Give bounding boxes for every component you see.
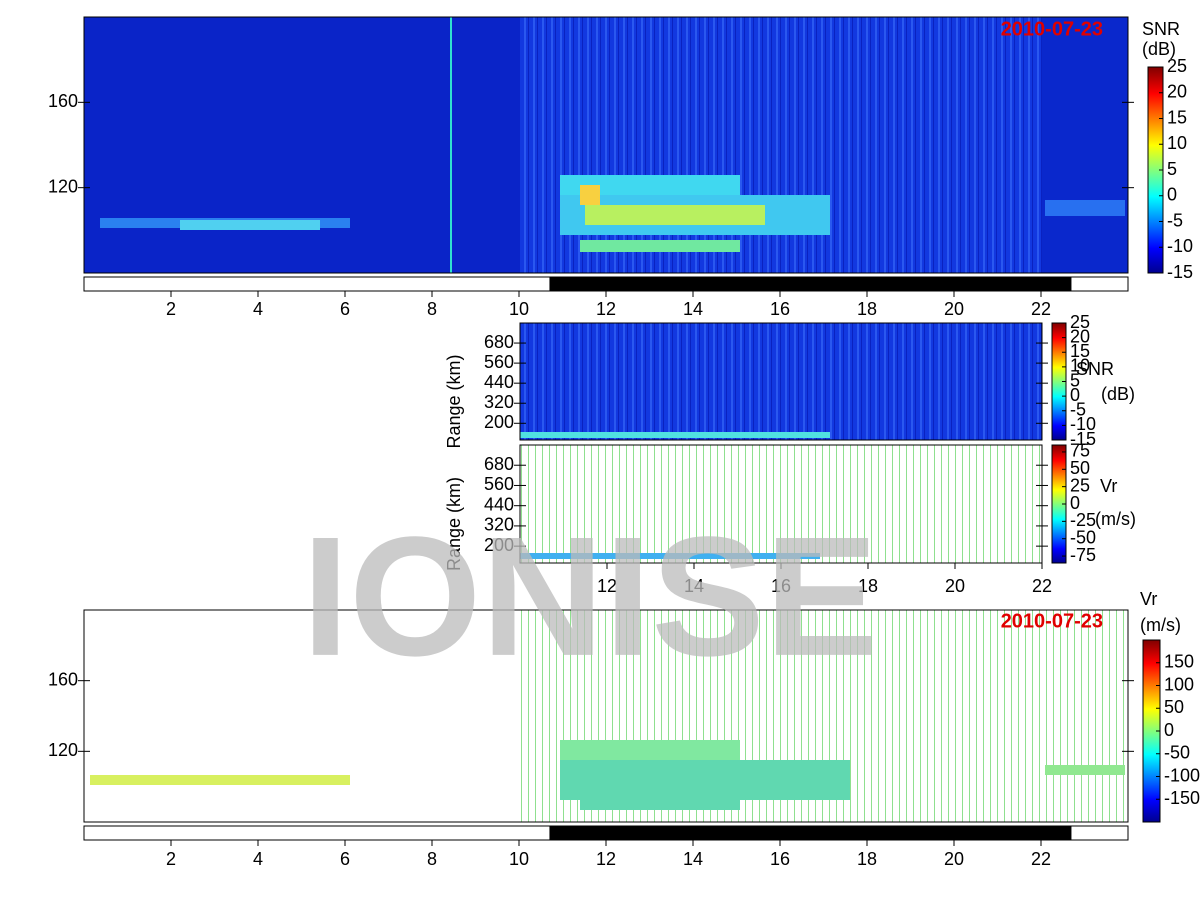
colorbar-tick-label: -15: [1070, 429, 1096, 449]
colorbar-tick-label: -10: [1167, 236, 1193, 256]
colorbar-tick-label: -50: [1070, 527, 1096, 547]
x-tick-label: 16: [770, 849, 790, 869]
colorbar-label: Vr: [1140, 589, 1157, 609]
colorbar-tick-label: 50: [1070, 458, 1090, 478]
x-tick-label: 20: [944, 849, 964, 869]
x-tick-label: 8: [427, 299, 437, 319]
y-tick-label: 320: [484, 392, 514, 412]
heatmap-texture: [84, 17, 1128, 822]
x-tick-label: 10: [509, 299, 529, 319]
date-title: 2010-07-23: [1001, 610, 1103, 632]
colorbar-tick-label: 0: [1070, 385, 1080, 405]
colorbar-label: Vr: [1100, 476, 1117, 496]
x-tick-label: 18: [857, 849, 877, 869]
x-tick-label: 12: [596, 849, 616, 869]
colorbar-tick-label: -25: [1070, 510, 1096, 530]
x-tick-label: 18: [858, 576, 878, 596]
colorbar-tick-label: -10: [1070, 414, 1096, 434]
colorbar-tick-label: -50: [1164, 743, 1190, 763]
colorbar-tick-label: 150: [1164, 652, 1194, 672]
y-tick-label: 160: [48, 91, 78, 111]
colorbar-tick-label: 5: [1167, 159, 1177, 179]
colorbar-tick-label: 0: [1164, 720, 1174, 740]
colorbar-unit: (m/s): [1095, 509, 1136, 529]
plot-frame: [83, 609, 1129, 823]
x-tick-label: 22: [1032, 576, 1052, 596]
x-tick-label: 12: [597, 576, 617, 596]
colorbar-tick-label: 5: [1070, 370, 1080, 390]
y-axis-label: Range (km): [444, 354, 464, 448]
watermark: IONISE: [302, 502, 878, 692]
x-tick-label: 22: [1031, 849, 1051, 869]
y-tick-label: 440: [484, 372, 514, 392]
x-tick-label: 6: [340, 299, 350, 319]
y-tick-label: 680: [484, 332, 514, 352]
night-band: [549, 826, 1072, 840]
x-tick-label: 10: [509, 849, 529, 869]
colorbar-tick-label: 15: [1167, 107, 1187, 127]
x-tick-label: 14: [683, 299, 703, 319]
y-tick-label: 440: [484, 494, 514, 514]
colorbar-tick-label: 0: [1167, 185, 1177, 205]
colorbar-tick-label: 20: [1167, 82, 1187, 102]
colorbar-tick-label: 10: [1070, 356, 1090, 376]
y-tick-label: 560: [484, 474, 514, 494]
x-tick-label: 2: [166, 299, 176, 319]
x-tick-label: 14: [683, 849, 703, 869]
y-tick-label: 560: [484, 352, 514, 372]
y-tick-label: 160: [48, 669, 78, 689]
colorbar-tick-label: -75: [1070, 545, 1096, 565]
colorbar-label: SNR: [1142, 19, 1180, 39]
x-tick-label: 20: [945, 576, 965, 596]
x-tick-label: 20: [944, 299, 964, 319]
x-tick-label: 6: [340, 849, 350, 869]
x-tick-label: 14: [684, 576, 704, 596]
x-tick-label: 12: [596, 299, 616, 319]
colorbar-unit: (dB): [1101, 384, 1135, 404]
y-tick-label: 120: [48, 740, 78, 760]
colorbar-tick-label: 25: [1070, 312, 1090, 332]
y-tick-label: 200: [484, 535, 514, 555]
colorbar-tick-label: 20: [1070, 326, 1090, 346]
date-title: 2010-07-23: [1001, 18, 1103, 40]
x-tick-label: 4: [253, 299, 263, 319]
y-tick-label: 120: [48, 176, 78, 196]
x-tick-label: 16: [771, 576, 791, 596]
colorbar-tick-label: 100: [1164, 674, 1194, 694]
colorbar-tick-label: 10: [1167, 133, 1187, 153]
night-band: [549, 277, 1072, 291]
x-tick-label: 18: [857, 299, 877, 319]
plot-frame: [519, 322, 1043, 441]
y-axis-label: Range (km): [444, 477, 464, 571]
colorbar-tick-label: 75: [1070, 441, 1090, 461]
colorbar-label: SNR: [1076, 359, 1114, 379]
colorbar-tick-label: -100: [1164, 765, 1200, 785]
y-tick-label: 320: [484, 515, 514, 535]
colorbar-tick-label: -5: [1167, 210, 1183, 230]
colorbar-tick-label: 15: [1070, 341, 1090, 361]
x-tick-label: 16: [770, 299, 790, 319]
colorbar-tick-label: -5: [1070, 400, 1086, 420]
colorbar-tick-label: 25: [1167, 56, 1187, 76]
colorbar-tick-label: 0: [1070, 493, 1080, 513]
plot-frame: [83, 16, 1129, 274]
colorbar-unit: (dB): [1142, 39, 1176, 59]
colorbar-tick-label: 25: [1070, 475, 1090, 495]
x-tick-label: 22: [1031, 299, 1051, 319]
colorbar-tick-label: -150: [1164, 788, 1200, 808]
y-tick-label: 680: [484, 454, 514, 474]
x-tick-label: 8: [427, 849, 437, 869]
x-tick-label: 2: [166, 849, 176, 869]
colorbar-tick-label: -15: [1167, 262, 1193, 282]
x-tick-label: 4: [253, 849, 263, 869]
y-tick-label: 200: [484, 412, 514, 432]
colorbar-tick-label: 50: [1164, 697, 1184, 717]
colorbar-unit: (m/s): [1140, 615, 1181, 635]
